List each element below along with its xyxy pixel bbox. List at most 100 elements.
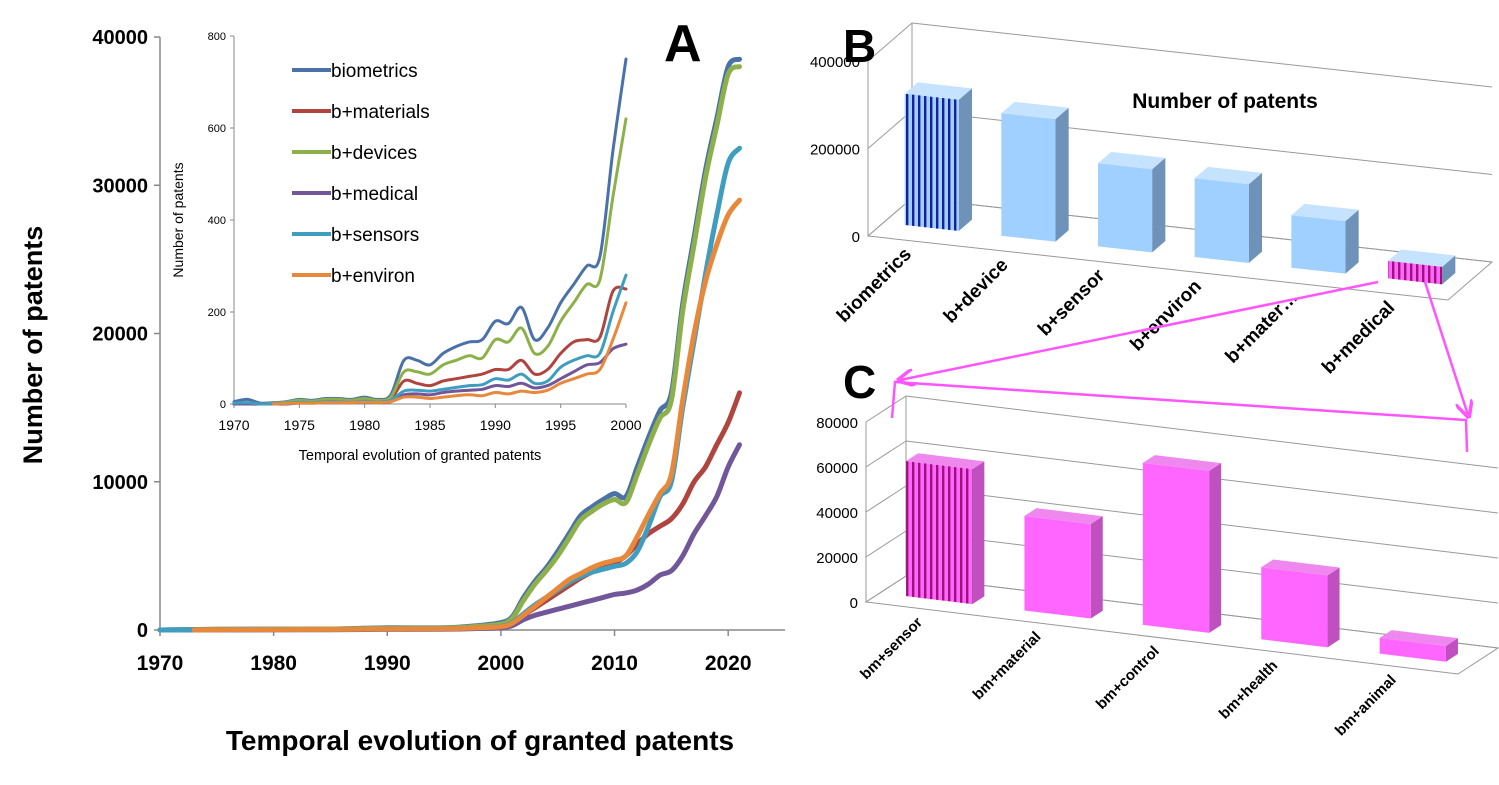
bar-top-face [1388, 249, 1456, 267]
inset-legend: biometrics b+materials b+devices b+medical b… [292, 61, 430, 287]
panel-a-x-tick-label: 2020 [705, 652, 752, 675]
panel-b-category-label: biometrics [833, 244, 916, 327]
legend-label-environ: b+environ [331, 266, 415, 287]
panel-b-bar-b-medical [1388, 249, 1456, 285]
arrow-to-panel-c-right [1423, 281, 1468, 415]
panel-c-side-gridline [865, 395, 907, 423]
panel-b-letter: B [843, 20, 876, 72]
bar-front-face [1142, 462, 1210, 633]
inset-series-lines [232, 57, 628, 406]
panel-a-series-medical [157, 442, 742, 633]
bar-top-face [1024, 508, 1103, 525]
inset-series-environ [271, 301, 628, 406]
bar-top-face [1001, 101, 1069, 120]
bar-front-face [1291, 215, 1346, 274]
panel-a-y-tick-label: 10000 [92, 472, 148, 494]
panel-a-x-tick-label: 1970 [137, 652, 184, 675]
bar-top-face [904, 82, 972, 100]
panel-a-y-tick-label: 40000 [92, 27, 148, 49]
inset-series-materials [232, 285, 628, 406]
bar-side-face [1055, 107, 1069, 242]
bar-side-face [1209, 463, 1222, 633]
panel-c-side-gridline [865, 440, 907, 468]
panel-c-category-label: bm+animal [1332, 672, 1400, 740]
inset-y-tick-label: 600 [208, 123, 226, 135]
panel-b-bar-b-environ [1194, 166, 1262, 264]
panel-b-y-tick-label: 400000 [810, 54, 860, 71]
legend-label-materials: b+materials [331, 102, 430, 123]
bar-front-face [1001, 113, 1056, 242]
legend-label-medical: b+medical [331, 184, 418, 205]
bar-side-face [1248, 172, 1262, 264]
panel-a-x-tick-label: 1980 [250, 652, 297, 675]
panel-a-y-tick-label: 30000 [92, 175, 148, 197]
panel-b-bar-chart: 0 200000 400000 biometrics b+device b+sensor… [810, 20, 1494, 378]
panel-a-series-lines [157, 56, 742, 633]
inset-x-axis-title: Temporal evolution of granted patents [299, 448, 542, 464]
legend-label-sensors: b+sensors [331, 225, 419, 246]
bar-top-face [1261, 559, 1340, 576]
panel-c-bar-bm-sensor [906, 453, 985, 605]
panel-b-side-gridline [867, 22, 913, 62]
panel-c-side-gridline [865, 530, 907, 558]
bar-side-face [1152, 157, 1166, 253]
bracket-panel-c [890, 380, 1469, 453]
panel-c-bar-bm-material [1024, 508, 1103, 619]
inset-x-tick-label: 1980 [349, 417, 380, 433]
bar-side-face [958, 88, 972, 232]
panel-b-bar-biometrics [904, 82, 972, 232]
bar-top-face [1291, 203, 1359, 222]
panel-a-x-tick-label: 2000 [478, 652, 525, 675]
panel-b-category-label: b+sensor [1034, 265, 1109, 340]
panel-b-bars [904, 82, 1456, 285]
panel-a-inset-chart: 0 200 400 600 800 1970 1975 1980 1985 1990 1995 200… [170, 31, 642, 464]
panel-c-side-gridline [865, 485, 907, 513]
panel-c-category-label: bm+material [970, 628, 1045, 703]
bar-side-face [1445, 638, 1458, 662]
panel-c-category-label: bm+sensor [857, 614, 926, 683]
bar-top-face [1379, 630, 1458, 646]
legend-label-devices: b+devices [331, 143, 417, 164]
panel-a-x-tick-label: 2010 [591, 652, 638, 675]
panel-c-y-tick-label: 80000 [816, 415, 858, 432]
panel-c-y-tick-label: 0 [850, 595, 858, 612]
bar-side-face [972, 461, 985, 605]
bar-top-face [1142, 455, 1222, 471]
bar-top-face [1098, 151, 1166, 170]
panel-b-gridline [911, 22, 1493, 88]
panel-b-bar-b-mater- [1291, 203, 1359, 274]
bar-front-face [1261, 567, 1328, 648]
bar-front-face [1098, 163, 1153, 253]
bar-front-face [906, 461, 973, 605]
panel-c-y-tick-label: 20000 [816, 550, 858, 567]
inset-y-tick-label: 200 [208, 307, 226, 319]
panel-c-bar-bm-control [1142, 455, 1222, 633]
bar-side-face [1345, 209, 1359, 274]
bar-front-face [1379, 637, 1446, 662]
panel-c-bar-bm-animal [1379, 630, 1458, 662]
panel-a-y-tick-label: 0 [137, 620, 148, 642]
zoom-connector-arrows [890, 280, 1469, 453]
panel-c-floor [864, 575, 1499, 675]
panel-b-gridline [911, 110, 1493, 175]
panel-b-category-label: b+device [940, 255, 1013, 328]
inset-series-devices [232, 117, 628, 406]
legend-label-biometrics: biometrics [331, 61, 418, 82]
panel-c-y-tick-label: 60000 [816, 460, 858, 477]
bar-front-face [1388, 260, 1443, 285]
panel-c-gridline [905, 395, 1499, 469]
inset-x-tick-label: 1990 [480, 417, 511, 433]
panel-c-bar-bm-health [1261, 559, 1340, 648]
panel-b-bar-b-device [1001, 101, 1069, 242]
bar-top-face [906, 453, 985, 470]
panel-a-letter: A [664, 15, 702, 73]
inset-y-tick-label: 800 [208, 31, 226, 43]
panel-c-letter: C [843, 356, 876, 408]
panel-a-y-axis-title: Number of patents [18, 226, 48, 465]
panel-b-y-tick-label: 200000 [810, 142, 860, 159]
panel-b-category-label: b+medical [1318, 297, 1399, 378]
panel-b-bar-b-sensor [1098, 151, 1166, 253]
